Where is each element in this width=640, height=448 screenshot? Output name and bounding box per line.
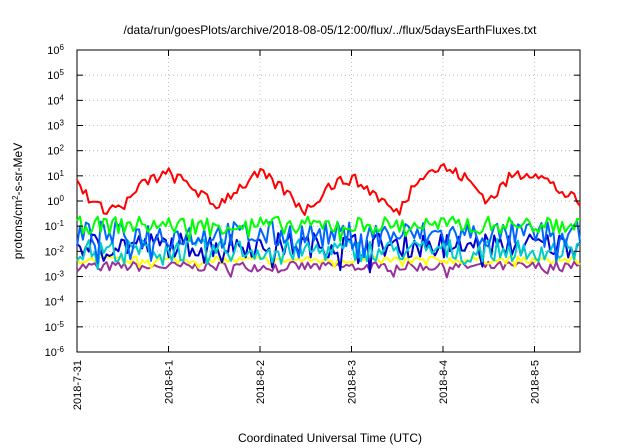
- x-tick-label: 2018-8-1: [164, 360, 176, 404]
- x-tick-label: 2018-7-31: [72, 360, 84, 410]
- y-tick-label: 10-3: [45, 269, 65, 284]
- y-tick-label: 103: [47, 118, 64, 133]
- x-tick-label: 2018-8-4: [438, 360, 450, 404]
- y-tick-label: 10-1: [45, 219, 65, 234]
- y-tick-label: 101: [47, 168, 64, 183]
- y-tick-label: 100: [47, 194, 64, 209]
- series-line: [76, 260, 581, 279]
- series-line: [76, 238, 581, 271]
- plot-frame: [76, 49, 581, 353]
- series-line: [76, 163, 581, 216]
- series-line: [76, 215, 581, 243]
- y-axis-label: protons/cm2-s-sr-MeV: [11, 143, 26, 259]
- y-tick-label: 10-2: [45, 244, 65, 258]
- y-tick-label: 10-4: [45, 294, 65, 309]
- y-tick-label: 104: [47, 93, 64, 108]
- y-tick-label: 10-5: [45, 319, 65, 334]
- x-axis-ticks: 2018-7-31 2018-8-1 2018-8-2 2018-8-3 2018-8-…: [72, 50, 542, 410]
- y-tick-label: 102: [47, 143, 64, 158]
- x-tick-label: 2018-8-2: [255, 360, 267, 404]
- y-axis-ticks: 10-6 10-5 10-4 10-3 10-2 10-1 100 101 102 103 104 1…: [45, 43, 580, 360]
- y-tick-label: 105: [47, 68, 64, 83]
- chart-title: /data/run/goesPlots/archive/2018-08-05/1…: [124, 23, 538, 37]
- x-axis-label: Coordinated Universal Time (UTC): [238, 431, 422, 445]
- series-layer: [76, 163, 581, 279]
- y-tick-label: 10-6: [45, 345, 65, 360]
- x-tick-label: 2018-8-5: [530, 360, 542, 404]
- y-tick-label: 106: [47, 43, 64, 58]
- x-tick-label: 2018-8-3: [347, 360, 359, 404]
- grid: [77, 50, 580, 352]
